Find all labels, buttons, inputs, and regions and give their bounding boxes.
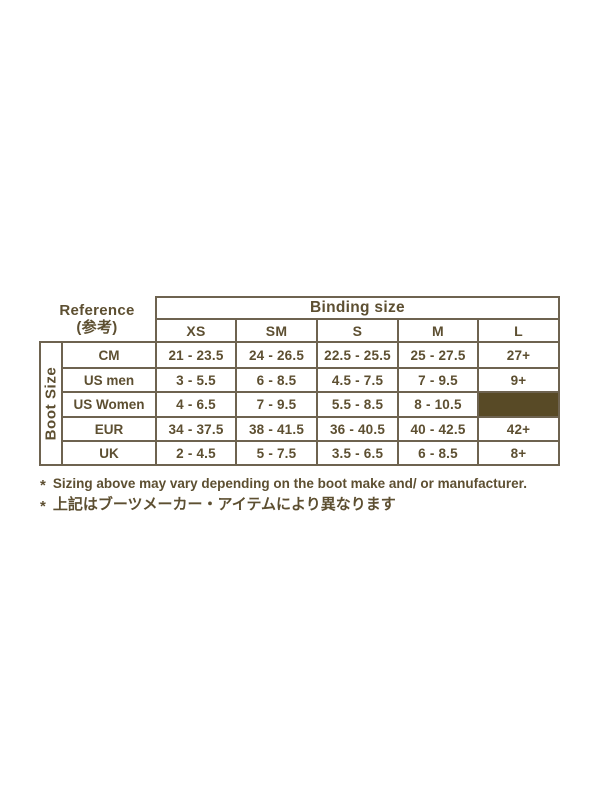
note-sizing-jp-text: 上記はブーツメーカー・アイテムにより異なります xyxy=(52,496,396,513)
cell-uk-m: 6 - 8.5 xyxy=(399,442,479,466)
binding-size-chart: Reference (参考) Binding size XS SM S M L … xyxy=(39,296,560,466)
cell-uswomen-xs: 4 - 6.5 xyxy=(157,393,237,418)
boot-size-label: Boot Size xyxy=(42,366,60,441)
footnotes: * Sizing above may vary depending on the … xyxy=(40,473,580,515)
row-label-cm: CM xyxy=(63,343,157,369)
cell-usmen-s: 4.5 - 7.5 xyxy=(318,369,399,393)
cell-usmen-xs: 3 - 5.5 xyxy=(157,369,237,393)
reference-label: Reference xyxy=(59,301,135,319)
cell-uk-l: 8+ xyxy=(479,442,560,466)
cell-uk-sm: 5 - 7.5 xyxy=(237,442,318,466)
cell-usmen-m: 7 - 9.5 xyxy=(399,369,479,393)
column-header-l: L xyxy=(479,320,560,343)
note-sizing-en-text: Sizing above may vary depending on the b… xyxy=(52,476,527,491)
cell-uswomen-sm: 7 - 9.5 xyxy=(237,393,318,418)
column-header-sm: SM xyxy=(237,320,318,343)
row-label-eur: EUR xyxy=(63,418,157,442)
cell-usmen-l: 9+ xyxy=(479,369,560,393)
cell-cm-xs: 21 - 23.5 xyxy=(157,343,237,369)
note-sizing-jp: * 上記はブーツメーカー・アイテムにより異なります xyxy=(40,494,580,515)
cell-eur-sm: 38 - 41.5 xyxy=(237,418,318,442)
cell-cm-sm: 24 - 26.5 xyxy=(237,343,318,369)
asterisk-marker: * xyxy=(40,477,46,494)
note-sizing-en: * Sizing above may vary depending on the … xyxy=(40,473,580,494)
column-header-m: M xyxy=(399,320,479,343)
cell-eur-s: 36 - 40.5 xyxy=(318,418,399,442)
column-header-xs: XS xyxy=(157,320,237,343)
cell-uswomen-m: 8 - 10.5 xyxy=(399,393,479,418)
row-label-us-men: US men xyxy=(63,369,157,393)
row-label-uk: UK xyxy=(63,442,157,466)
reference-header-cell: Reference (参考) xyxy=(39,296,157,343)
reference-label-jp: (参考) xyxy=(76,318,118,336)
binding-size-header: Binding size xyxy=(157,296,560,320)
cell-cm-s: 22.5 - 25.5 xyxy=(318,343,399,369)
cell-cm-m: 25 - 27.5 xyxy=(399,343,479,369)
boot-size-label-cell: Boot Size xyxy=(39,343,63,466)
cell-eur-m: 40 - 42.5 xyxy=(399,418,479,442)
cell-uswomen-l-highlighted xyxy=(479,393,560,418)
cell-eur-l: 42+ xyxy=(479,418,560,442)
row-label-us-women: US Women xyxy=(63,393,157,418)
cell-usmen-sm: 6 - 8.5 xyxy=(237,369,318,393)
cell-uswomen-s: 5.5 - 8.5 xyxy=(318,393,399,418)
cell-cm-l: 27+ xyxy=(479,343,560,369)
asterisk-marker-jp: * xyxy=(40,498,46,515)
cell-eur-xs: 34 - 37.5 xyxy=(157,418,237,442)
cell-uk-xs: 2 - 4.5 xyxy=(157,442,237,466)
column-header-s: S xyxy=(318,320,399,343)
cell-uk-s: 3.5 - 6.5 xyxy=(318,442,399,466)
